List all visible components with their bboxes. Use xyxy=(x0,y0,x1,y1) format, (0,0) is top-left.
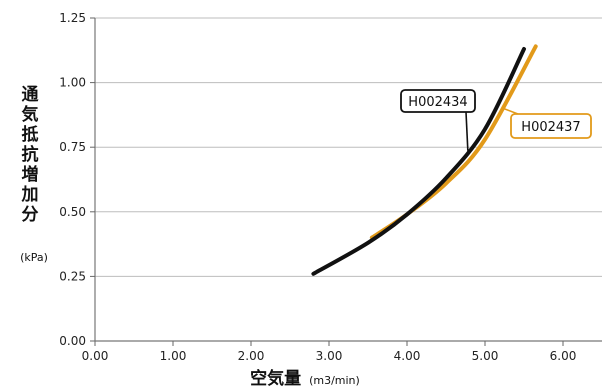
y-tick-label: 1.00 xyxy=(59,76,86,90)
axes-layer xyxy=(94,18,602,342)
callout-box xyxy=(400,89,476,113)
y-axis-unit: (kPa) xyxy=(20,251,48,264)
callout-leader xyxy=(501,107,519,115)
y-axis-label-char: 加 xyxy=(21,185,39,205)
x-tick-label: 1.00 xyxy=(160,349,187,363)
y-tick-label: 0.50 xyxy=(59,205,86,219)
series-label-H002437: H002437 xyxy=(501,107,592,139)
y-axis-label-char: 抗 xyxy=(22,144,39,165)
callout-text: H002434 xyxy=(408,95,467,110)
x-tick-label: 2.00 xyxy=(238,349,265,363)
x-tick-label: 5.00 xyxy=(472,349,499,363)
callout-text: H002437 xyxy=(521,120,580,135)
y-tick-label: 0.25 xyxy=(59,269,86,283)
callout-layer: H002434 H002437 xyxy=(400,89,592,151)
y-axis-label-char: 通 xyxy=(22,85,39,105)
x-axis-unit: (m3/min) xyxy=(309,374,360,387)
y-tick-label: 0.75 xyxy=(59,140,86,154)
y-axis-label-char: 気 xyxy=(21,104,39,125)
callout-leader xyxy=(465,111,469,151)
y-axis-label-char: 分 xyxy=(22,205,39,225)
y-axis-label-char: 抵 xyxy=(22,124,39,145)
x-tick-label: 0.00 xyxy=(82,349,109,363)
series-layer xyxy=(311,44,538,276)
series-label-H002434: H002434 xyxy=(400,89,476,151)
x-tick-label: 4.00 xyxy=(394,349,421,363)
y-tick-label: 1.25 xyxy=(59,11,86,25)
grid-layer xyxy=(95,17,602,277)
series-line-H002434 xyxy=(311,47,526,276)
x-tick-label: 3.00 xyxy=(316,349,343,363)
y-axis-label-char: 増 xyxy=(22,164,39,185)
x-axis-label: 空気量 (m3/min) xyxy=(250,368,360,387)
x-tick-label: 6.00 xyxy=(550,349,577,363)
callout-box xyxy=(510,113,592,139)
y-tick-label: 0.00 xyxy=(59,334,86,348)
tick-layer: 0.00 0.25 0.50 0.75 1.00 1.25 0.00 1.00 2.00 3.00… xyxy=(59,11,576,363)
